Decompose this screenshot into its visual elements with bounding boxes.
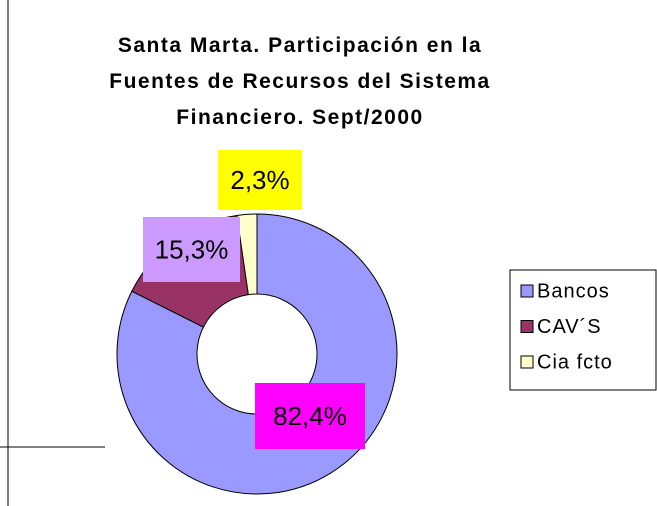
legend-swatch [520,284,534,298]
legend-swatch [520,355,534,369]
legend-label: Bancos [537,280,610,302]
data-label: 82,4% [273,401,347,431]
legend-box [509,269,657,391]
legend-swatch [520,320,534,333]
legend-label: Cia fcto [537,351,613,373]
data-label-box [143,217,240,282]
data-label-box [255,383,365,449]
chart-title: Santa Marta. Participación en la Fuentes… [109,34,491,129]
donut-slice [236,213,258,296]
data-label: 2,3% [230,165,289,195]
data-label-box [218,150,302,210]
data-label: 15,3% [155,234,229,264]
legend-label: CAV´S [537,316,602,338]
